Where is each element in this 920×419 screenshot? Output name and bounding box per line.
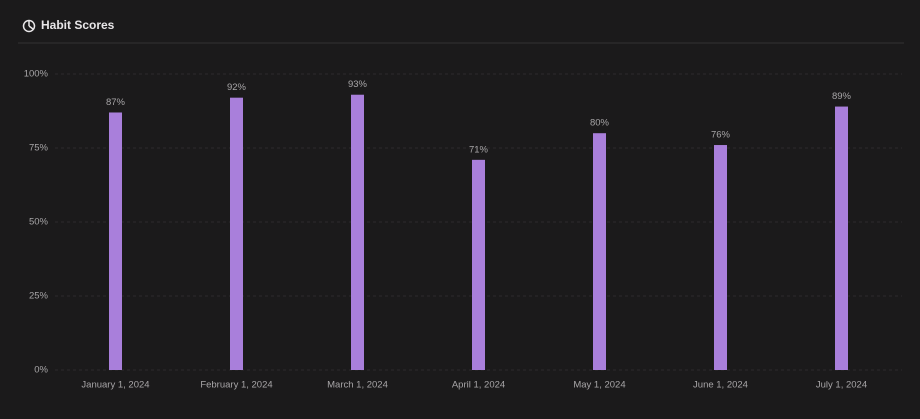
- value-label: 71%: [469, 144, 489, 155]
- x-tick-label: March 1, 2024: [327, 380, 388, 391]
- y-tick-label: 0%: [34, 365, 48, 376]
- bar: [351, 94, 364, 370]
- bar: [714, 145, 727, 370]
- value-label: 92%: [227, 82, 247, 93]
- x-tick-label: April 1, 2024: [452, 380, 505, 391]
- bar: [835, 106, 848, 370]
- bar: [230, 97, 243, 371]
- value-label: 93%: [348, 79, 368, 90]
- x-tick-label: July 1, 2024: [816, 380, 867, 391]
- y-tick-label: 25%: [29, 291, 49, 302]
- bar: [472, 159, 485, 370]
- y-tick-label: 100%: [24, 69, 49, 80]
- y-tick-label: 75%: [29, 143, 49, 154]
- value-label: 87%: [106, 97, 126, 108]
- title-icon: [22, 19, 36, 33]
- bar: [109, 112, 122, 370]
- value-label: 76%: [711, 130, 731, 141]
- bar: [593, 133, 606, 370]
- y-tick-label: 50%: [29, 217, 49, 228]
- value-label: 80%: [590, 118, 610, 129]
- chart-title: Habit Scores: [41, 18, 115, 32]
- x-tick-label: June 1, 2024: [693, 380, 748, 391]
- x-tick-label: January 1, 2024: [81, 380, 149, 391]
- x-tick-label: May 1, 2024: [573, 380, 625, 391]
- value-label: 89%: [832, 91, 852, 102]
- x-tick-label: February 1, 2024: [200, 380, 272, 391]
